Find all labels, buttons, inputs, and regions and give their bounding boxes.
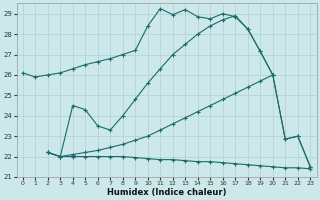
X-axis label: Humidex (Indice chaleur): Humidex (Indice chaleur) <box>107 188 226 197</box>
